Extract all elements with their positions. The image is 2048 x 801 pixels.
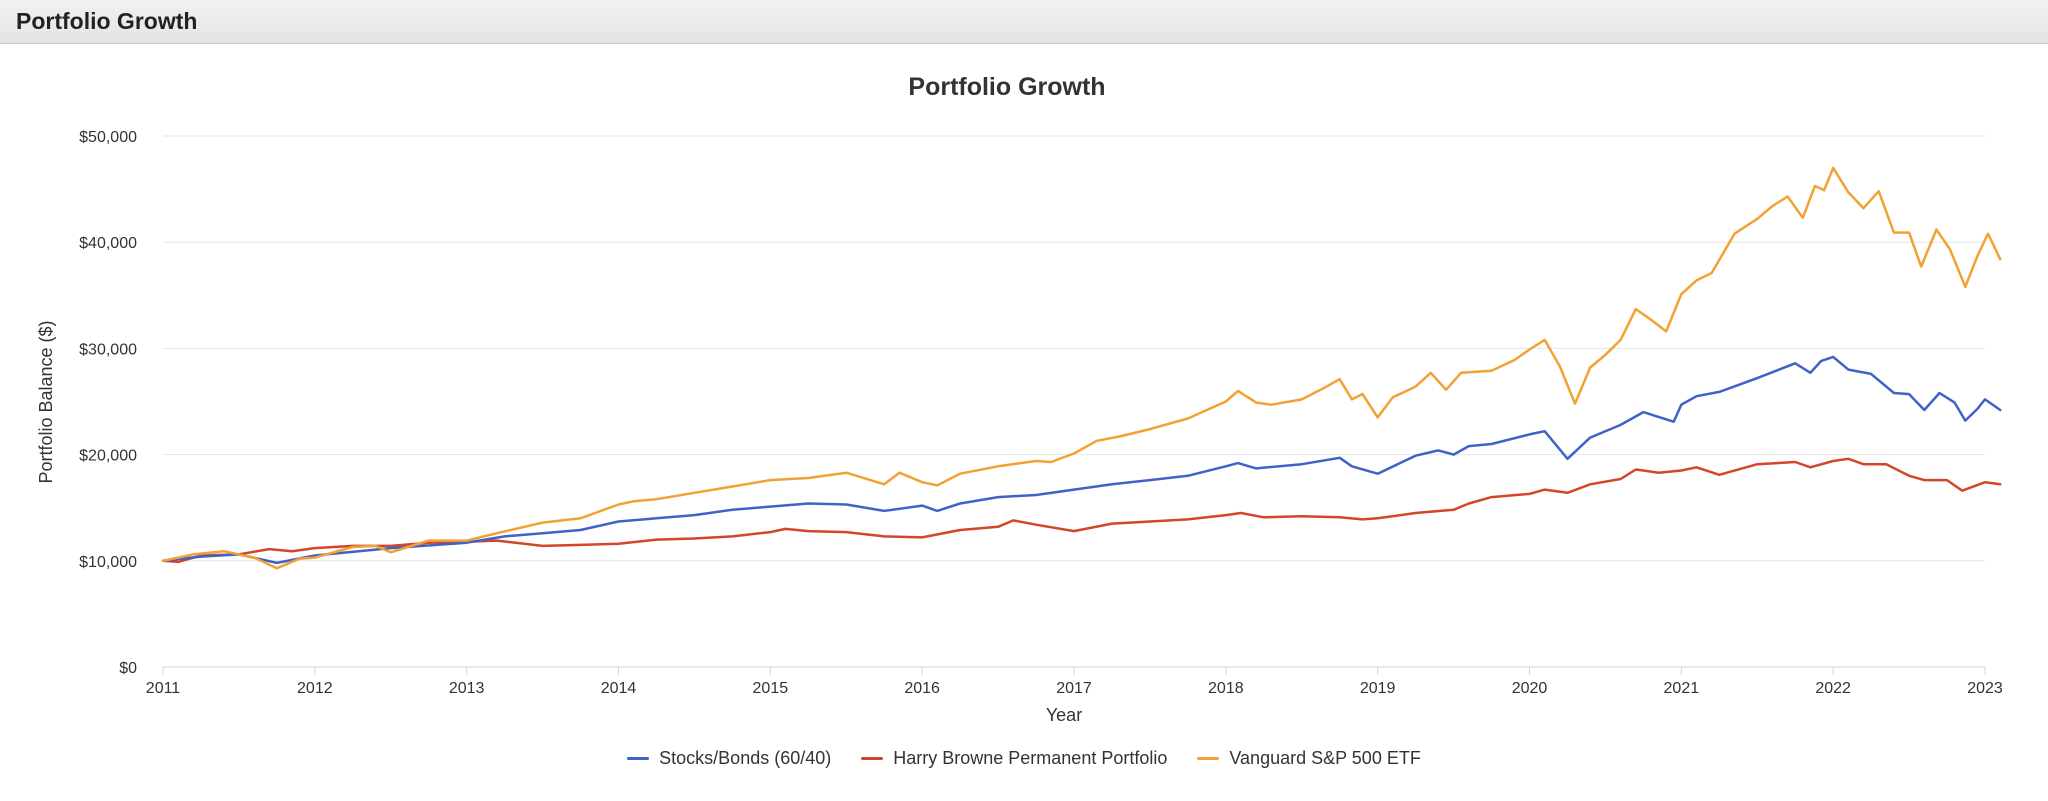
legend-label: Vanguard S&P 500 ETF	[1229, 748, 1421, 768]
legend-swatch	[1197, 757, 1220, 760]
x-tick-label: 2016	[904, 680, 940, 697]
x-tick-label: 2012	[297, 680, 333, 697]
legend-label: Harry Browne Permanent Portfolio	[893, 748, 1168, 768]
y-tick-label: $50,000	[79, 129, 137, 146]
x-tick-label: 2021	[1664, 680, 1700, 697]
y-tick-label: $30,000	[79, 341, 137, 358]
portfolio-growth-chart: Portfolio Growth $0 $10,000 $20,000 $30,000…	[36, 73, 2003, 725]
legend-swatch	[861, 757, 884, 760]
y-axis-ticks: $0 $10,000 $20,000 $30,000 $40,000 $50,000	[79, 129, 137, 677]
x-axis-label: Year	[1046, 705, 1082, 725]
x-tick-label: 2011	[146, 680, 181, 697]
legend-label: Stocks/Bonds (60/40)	[659, 748, 832, 768]
series-line-stocks-bonds-60-40	[161, 355, 2002, 565]
x-axis: 2011 2012 2013 2014 2015 2016 2017 2018 2019 2020…	[146, 666, 2003, 697]
y-tick-label: $20,000	[79, 448, 137, 465]
series-lines	[161, 166, 2002, 570]
chart-legend: Stocks/Bonds (60/40) Harry Browne Perman…	[0, 748, 2048, 769]
series-line-harry-browne-permanent-portfolio	[161, 457, 2002, 564]
legend-item-stocks-bonds[interactable]: Stocks/Bonds (60/40)	[627, 748, 831, 769]
panel-header: Portfolio Growth	[0, 0, 2048, 44]
series-line-vanguard-s-p-500-etf	[161, 166, 2002, 570]
legend-item-vanguard-sp500[interactable]: Vanguard S&P 500 ETF	[1197, 748, 1421, 769]
legend-swatch	[627, 757, 650, 760]
x-tick-label: 2018	[1208, 680, 1244, 697]
x-tick-label: 2014	[601, 680, 637, 697]
y-gridlines	[163, 135, 1985, 668]
x-tick-label: 2017	[1056, 680, 1092, 697]
chart-title: Portfolio Growth	[908, 73, 1105, 101]
x-tick-label: 2022	[1815, 680, 1851, 697]
x-tick-label: 2013	[449, 680, 485, 697]
legend-item-permanent-portfolio[interactable]: Harry Browne Permanent Portfolio	[861, 748, 1167, 769]
y-tick-label: $40,000	[79, 235, 137, 252]
x-tick-label: 2019	[1360, 680, 1396, 697]
x-tick-label: 2015	[753, 680, 789, 697]
y-tick-label: $0	[119, 660, 137, 677]
x-tick-label: 2020	[1512, 680, 1548, 697]
x-tick-label: 2023	[1967, 680, 2003, 697]
panel-title: Portfolio Growth	[16, 8, 198, 34]
y-tick-label: $10,000	[79, 554, 137, 571]
y-axis-label: Portfolio Balance ($)	[36, 320, 56, 483]
